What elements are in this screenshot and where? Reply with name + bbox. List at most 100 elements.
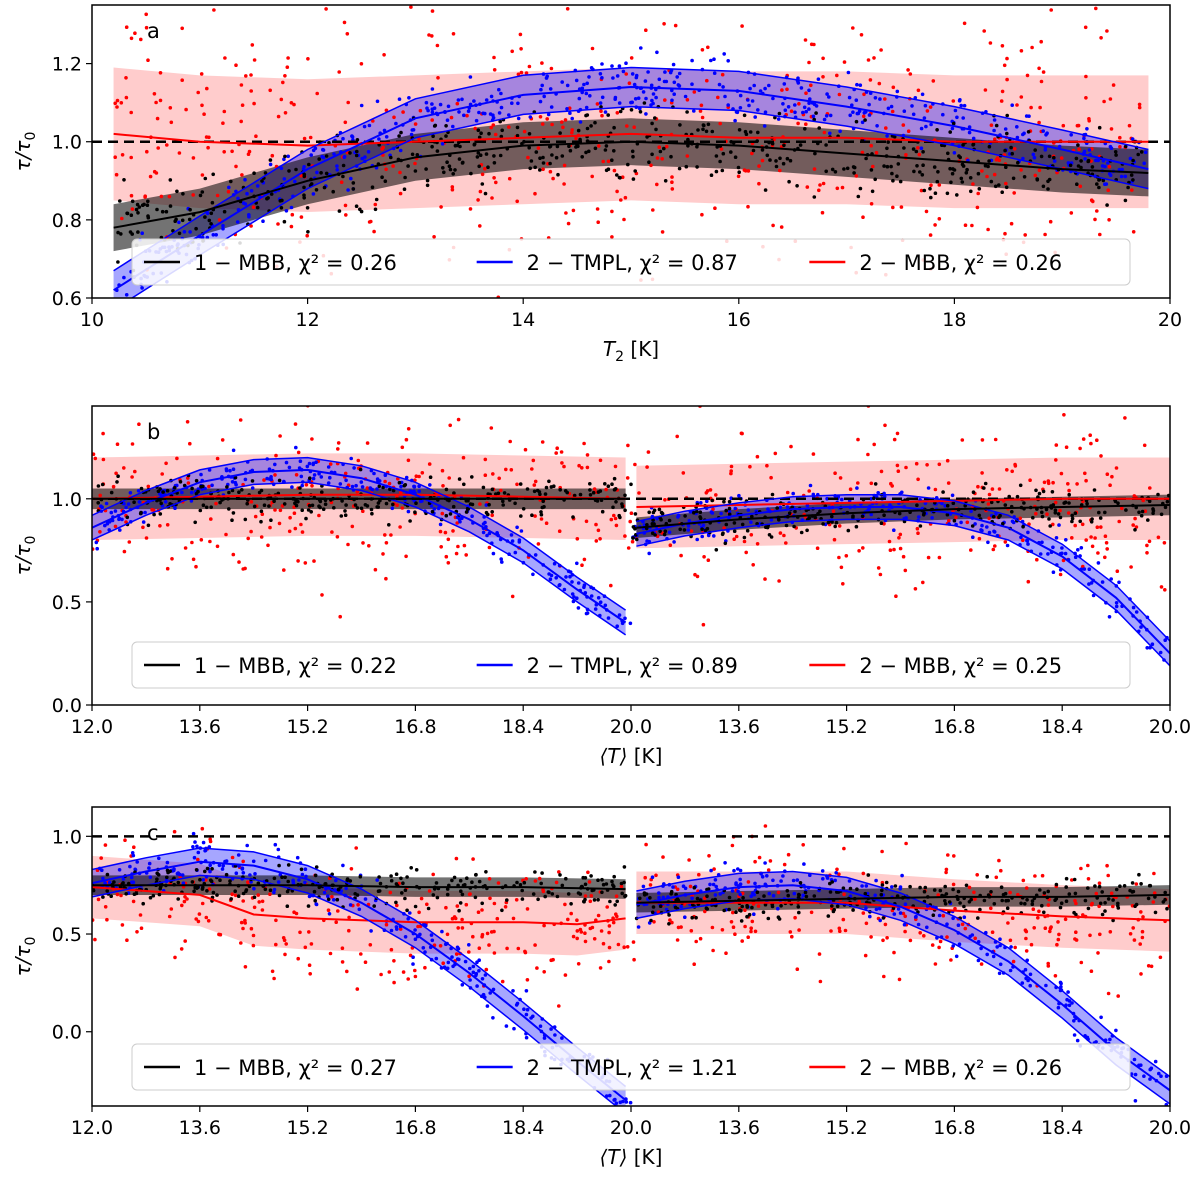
data-point bbox=[780, 88, 784, 92]
data-point bbox=[652, 508, 657, 513]
data-point bbox=[468, 966, 472, 971]
data-point bbox=[399, 130, 403, 135]
data-point bbox=[852, 165, 857, 170]
data-point bbox=[1022, 131, 1026, 136]
data-point bbox=[1046, 961, 1050, 966]
data-point bbox=[1036, 916, 1040, 920]
data-point bbox=[872, 442, 876, 447]
data-point bbox=[444, 487, 449, 492]
data-point bbox=[746, 508, 751, 512]
data-point bbox=[1139, 972, 1143, 976]
data-point bbox=[398, 148, 403, 153]
data-point bbox=[447, 164, 452, 168]
data-point bbox=[105, 889, 109, 893]
data-point bbox=[294, 503, 299, 508]
data-point bbox=[613, 1097, 617, 1102]
data-point bbox=[1098, 232, 1102, 237]
data-point bbox=[1050, 490, 1055, 494]
data-point bbox=[615, 74, 620, 78]
data-point bbox=[756, 130, 760, 135]
data-point bbox=[1008, 890, 1012, 895]
data-point bbox=[324, 7, 328, 11]
data-point bbox=[422, 387, 426, 391]
data-point bbox=[455, 101, 460, 106]
data-point bbox=[515, 482, 519, 487]
data-point bbox=[630, 72, 635, 76]
data-point bbox=[109, 510, 114, 515]
data-point bbox=[155, 871, 159, 876]
data-point bbox=[237, 490, 241, 495]
data-point bbox=[520, 897, 525, 901]
data-point bbox=[742, 113, 747, 118]
data-point bbox=[600, 62, 604, 66]
data-point bbox=[499, 134, 504, 139]
y-tick-label: 1.0 bbox=[52, 489, 82, 511]
y-tick-label: 0.5 bbox=[52, 924, 82, 946]
x-tick-label: 16.8 bbox=[933, 1117, 975, 1139]
data-point bbox=[1044, 133, 1048, 137]
data-point bbox=[215, 193, 220, 198]
data-point bbox=[411, 962, 415, 966]
data-point bbox=[129, 155, 133, 160]
data-point bbox=[560, 461, 564, 465]
data-point bbox=[239, 941, 243, 945]
data-point bbox=[299, 522, 303, 527]
data-point bbox=[1084, 538, 1088, 542]
data-point bbox=[766, 868, 771, 872]
data-point bbox=[190, 540, 194, 545]
data-point bbox=[864, 884, 869, 888]
data-point bbox=[99, 856, 103, 860]
data-point bbox=[883, 97, 887, 101]
data-point bbox=[574, 78, 579, 83]
data-point bbox=[737, 170, 741, 174]
data-point bbox=[991, 954, 996, 959]
data-point bbox=[652, 920, 656, 924]
data-point bbox=[649, 83, 654, 88]
data-point bbox=[915, 164, 919, 168]
data-point bbox=[1083, 25, 1088, 30]
data-point bbox=[975, 873, 979, 877]
data-point bbox=[898, 546, 903, 551]
data-point bbox=[516, 72, 521, 77]
data-point bbox=[131, 899, 136, 904]
data-point bbox=[727, 499, 732, 504]
data-point bbox=[465, 506, 470, 511]
data-point bbox=[540, 871, 544, 875]
data-point bbox=[1067, 501, 1071, 505]
data-point bbox=[1108, 97, 1113, 101]
data-point bbox=[765, 153, 770, 158]
data-point bbox=[287, 169, 291, 173]
data-point bbox=[581, 875, 585, 880]
data-point bbox=[982, 898, 987, 903]
data-point bbox=[533, 553, 538, 557]
data-point bbox=[92, 888, 96, 893]
data-point bbox=[465, 113, 469, 118]
data-point bbox=[748, 464, 752, 469]
data-point bbox=[519, 529, 524, 533]
data-point bbox=[613, 95, 618, 100]
data-point bbox=[244, 889, 248, 894]
data-point bbox=[131, 853, 136, 858]
data-point bbox=[838, 929, 842, 933]
data-point bbox=[337, 70, 342, 74]
data-point bbox=[387, 970, 392, 974]
data-point bbox=[243, 517, 248, 522]
data-point bbox=[669, 154, 673, 159]
data-point bbox=[986, 893, 991, 897]
data-point bbox=[398, 525, 402, 529]
data-point bbox=[199, 538, 204, 542]
data-point bbox=[532, 489, 537, 494]
data-point bbox=[158, 524, 162, 528]
data-point bbox=[418, 108, 423, 113]
data-point bbox=[1148, 1077, 1152, 1081]
data-point bbox=[620, 504, 625, 509]
data-point bbox=[633, 512, 638, 516]
data-point bbox=[485, 1004, 490, 1008]
data-point bbox=[384, 922, 389, 927]
data-point bbox=[868, 78, 873, 82]
data-point bbox=[710, 925, 715, 930]
data-point bbox=[196, 919, 201, 924]
data-point bbox=[328, 951, 333, 956]
data-point bbox=[580, 563, 584, 567]
